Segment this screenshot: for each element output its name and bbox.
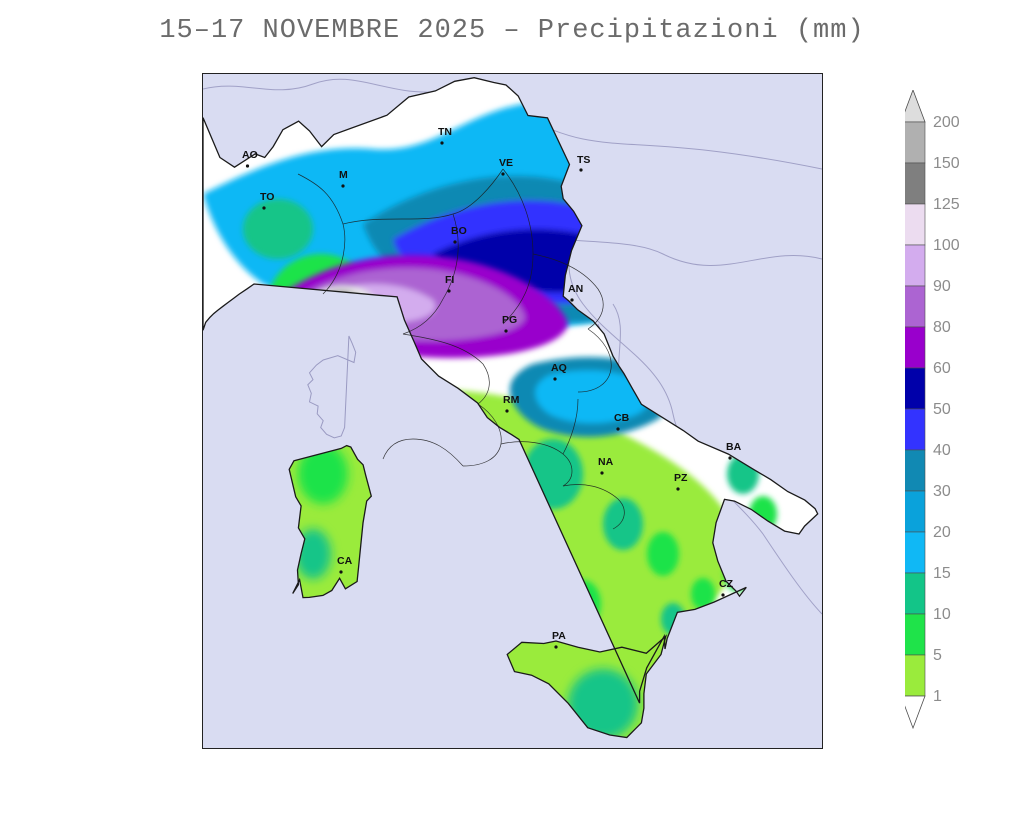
svg-text:NA: NA: [598, 456, 614, 468]
svg-text:RM: RM: [503, 394, 520, 406]
svg-text:80: 80: [933, 319, 951, 336]
svg-text:40: 40: [933, 442, 951, 459]
svg-text:125: 125: [933, 196, 960, 213]
svg-text:200: 200: [933, 114, 960, 131]
svg-text:AN: AN: [568, 283, 583, 295]
svg-text:20: 20: [933, 524, 951, 541]
svg-text:CA: CA: [337, 555, 353, 567]
svg-text:10: 10: [933, 606, 951, 623]
svg-text:TN: TN: [438, 126, 452, 138]
svg-text:50: 50: [933, 401, 951, 418]
svg-text:CZ: CZ: [719, 578, 734, 590]
svg-text:AQ: AQ: [551, 362, 567, 374]
svg-text:30: 30: [933, 483, 951, 500]
svg-text:PZ: PZ: [674, 472, 688, 484]
svg-text:FI: FI: [445, 274, 454, 286]
svg-text:100: 100: [933, 237, 960, 254]
svg-text:TO: TO: [260, 191, 274, 203]
svg-text:15: 15: [933, 565, 951, 582]
svg-text:60: 60: [933, 360, 951, 377]
svg-text:1: 1: [933, 688, 942, 705]
svg-text:5: 5: [933, 647, 942, 664]
svg-text:PG: PG: [502, 314, 517, 326]
svg-text:150: 150: [933, 155, 960, 172]
svg-text:BA: BA: [726, 441, 742, 453]
svg-text:PA: PA: [552, 630, 566, 642]
svg-text:AO: AO: [242, 149, 258, 161]
svg-text:90: 90: [933, 278, 951, 295]
svg-text:M: M: [339, 169, 348, 181]
svg-text:CB: CB: [614, 412, 630, 424]
svg-text:BO: BO: [451, 225, 467, 237]
svg-text:VE: VE: [499, 157, 513, 169]
svg-text:TS: TS: [577, 154, 590, 166]
